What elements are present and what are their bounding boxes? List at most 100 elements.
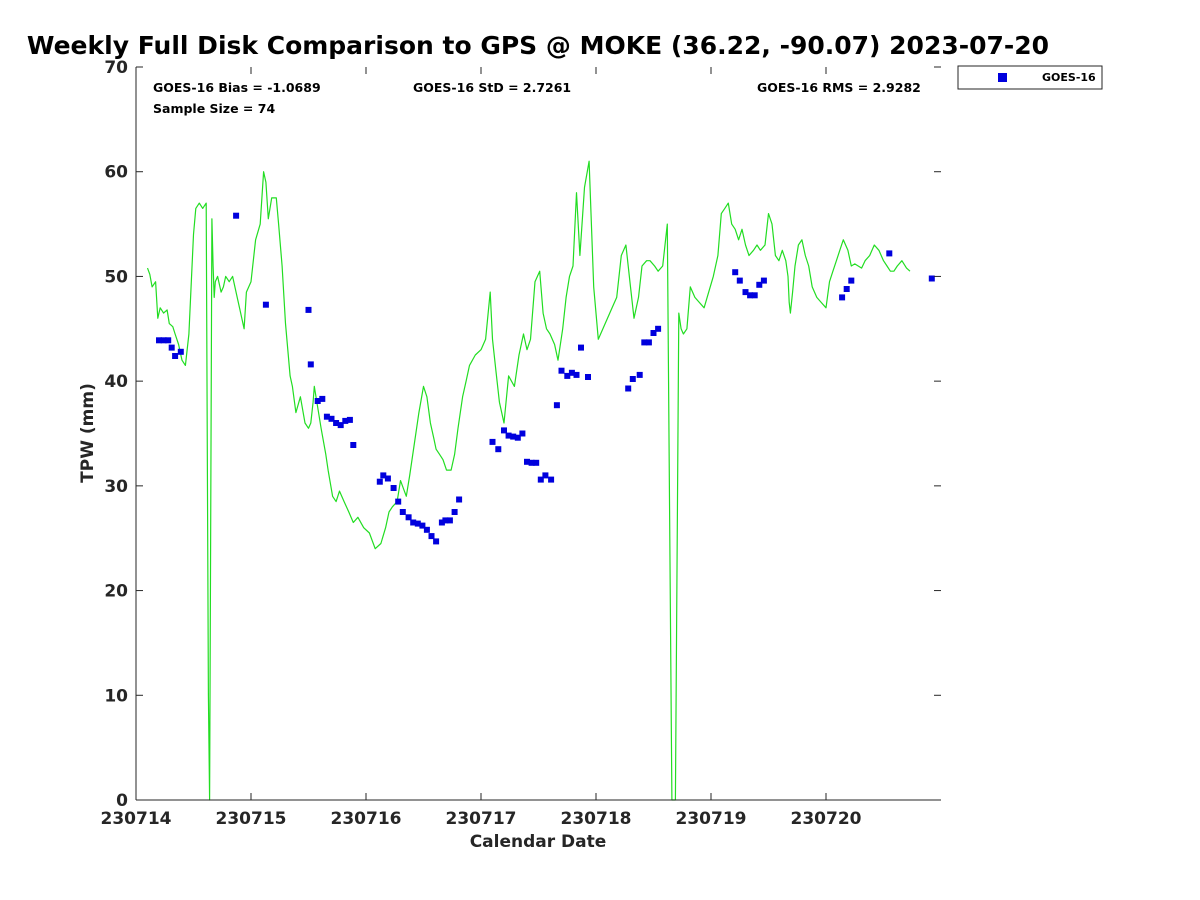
- goes16-point: [405, 514, 412, 521]
- goes16-point: [333, 420, 340, 426]
- goes16-point: [501, 427, 507, 434]
- goes16-point: [585, 374, 591, 380]
- goes16-point: [578, 344, 584, 351]
- x-tick-label: 230720: [791, 809, 862, 829]
- y-tick-label: 70: [104, 58, 128, 78]
- gps-series-line: [146, 160, 911, 801]
- y-tick-label: 30: [104, 477, 128, 497]
- goes16-point: [573, 371, 580, 378]
- goes16-point: [732, 269, 739, 276]
- goes16-point: [410, 519, 417, 526]
- rms-stat: GOES-16 RMS = 2.9282: [757, 80, 921, 95]
- goes16-point: [542, 472, 549, 479]
- goes16-point: [156, 337, 162, 344]
- goes16-point: [553, 402, 560, 409]
- goes16-point: [519, 430, 526, 437]
- x-tick-label: 230716: [331, 809, 402, 829]
- goes16-point: [625, 385, 632, 392]
- goes16-point: [319, 395, 326, 402]
- goes16-point: [262, 301, 269, 308]
- goes16-point: [390, 485, 397, 491]
- y-tick-label: 20: [104, 582, 128, 602]
- y-tick-label: 0: [116, 791, 128, 811]
- goes16-point: [160, 337, 167, 344]
- goes16-point: [165, 337, 172, 344]
- goes16-point: [419, 522, 426, 529]
- y-tick-label: 10: [104, 686, 128, 706]
- goes16-point: [305, 306, 312, 313]
- goes16-point: [328, 415, 335, 422]
- goes16-point: [558, 367, 565, 374]
- goes16-point: [442, 517, 449, 524]
- gps-line-layer: [146, 160, 911, 801]
- x-tick-label: 230717: [446, 809, 517, 829]
- goes16-point: [537, 476, 544, 483]
- goes16-point: [564, 372, 571, 379]
- legend-box: [957, 65, 1103, 90]
- goes16-point: [433, 538, 440, 545]
- goes16-point: [510, 433, 517, 440]
- chart-title: Weekly Full Disk Comparison to GPS @ MOK…: [27, 31, 1049, 60]
- goes16-point: [848, 277, 855, 284]
- goes16-point: [399, 509, 406, 515]
- goes16-point: [839, 294, 846, 301]
- legend-marker: [998, 73, 1007, 82]
- goes16-point: [233, 212, 240, 219]
- goes16-point: [645, 339, 652, 346]
- y-tick-label: 40: [104, 372, 128, 392]
- goes16-point: [760, 277, 767, 284]
- goes16-point: [843, 286, 850, 292]
- goes16-point: [650, 330, 657, 336]
- y-axis-label: TPW (mm): [78, 383, 98, 483]
- goes16-point: [342, 417, 349, 424]
- goes16-point: [438, 519, 445, 526]
- stats-annotations: GOES-16 Bias = -1.0689 GOES-16 StD = 2.7…: [153, 80, 921, 116]
- goes16-point: [414, 520, 421, 527]
- goes16-point: [376, 478, 383, 485]
- plot-area: [135, 67, 941, 801]
- goes16-point: [323, 413, 330, 420]
- sample-size-stat: Sample Size = 74: [153, 101, 275, 116]
- goes16-point: [655, 325, 662, 332]
- goes16-point: [384, 475, 391, 482]
- bias-stat: GOES-16 Bias = -1.0689: [153, 80, 321, 95]
- goes16-point: [548, 476, 555, 483]
- goes16-point: [528, 459, 535, 466]
- goes16-point: [307, 361, 314, 368]
- legend-label: GOES-16: [1042, 71, 1096, 84]
- goes16-point: [428, 533, 435, 540]
- goes16-point: [756, 281, 763, 288]
- goes16-point: [337, 422, 344, 429]
- goes16-point: [423, 526, 430, 533]
- goes16-point: [629, 376, 636, 382]
- x-tick-label: 230715: [216, 809, 287, 829]
- goes16-point: [751, 292, 758, 299]
- goes16-point: [886, 250, 893, 257]
- goes16-point: [568, 369, 575, 376]
- goes16-point: [314, 398, 321, 404]
- goes16-point: [747, 292, 754, 299]
- legend: GOES-16: [957, 65, 1103, 90]
- goes16-point: [928, 275, 935, 282]
- goes16-point: [168, 344, 175, 351]
- goes16-point: [514, 434, 521, 441]
- goes16-point: [533, 459, 540, 466]
- goes16-point: [495, 446, 502, 453]
- goes16-point: [380, 472, 387, 479]
- x-tick-label: 230719: [676, 809, 747, 829]
- goes16-point: [346, 416, 353, 423]
- goes16-point: [636, 371, 643, 378]
- goes16-point: [489, 438, 496, 445]
- x-axis-ticks: 230714 230715 230716 230717 230718 230719 2307…: [101, 67, 862, 829]
- y-axis-ticks: 0 10 20 30 40 50 60 70: [104, 58, 941, 811]
- goes16-point: [456, 496, 463, 503]
- std-stat: GOES-16 StD = 2.7261: [413, 80, 571, 95]
- goes16-point: [451, 509, 458, 515]
- y-tick-label: 60: [104, 163, 128, 183]
- goes16-point: [446, 517, 453, 524]
- goes16-point: [395, 498, 402, 505]
- goes16-point: [736, 277, 743, 284]
- goes16-point: [524, 458, 530, 465]
- goes16-point: [350, 442, 357, 448]
